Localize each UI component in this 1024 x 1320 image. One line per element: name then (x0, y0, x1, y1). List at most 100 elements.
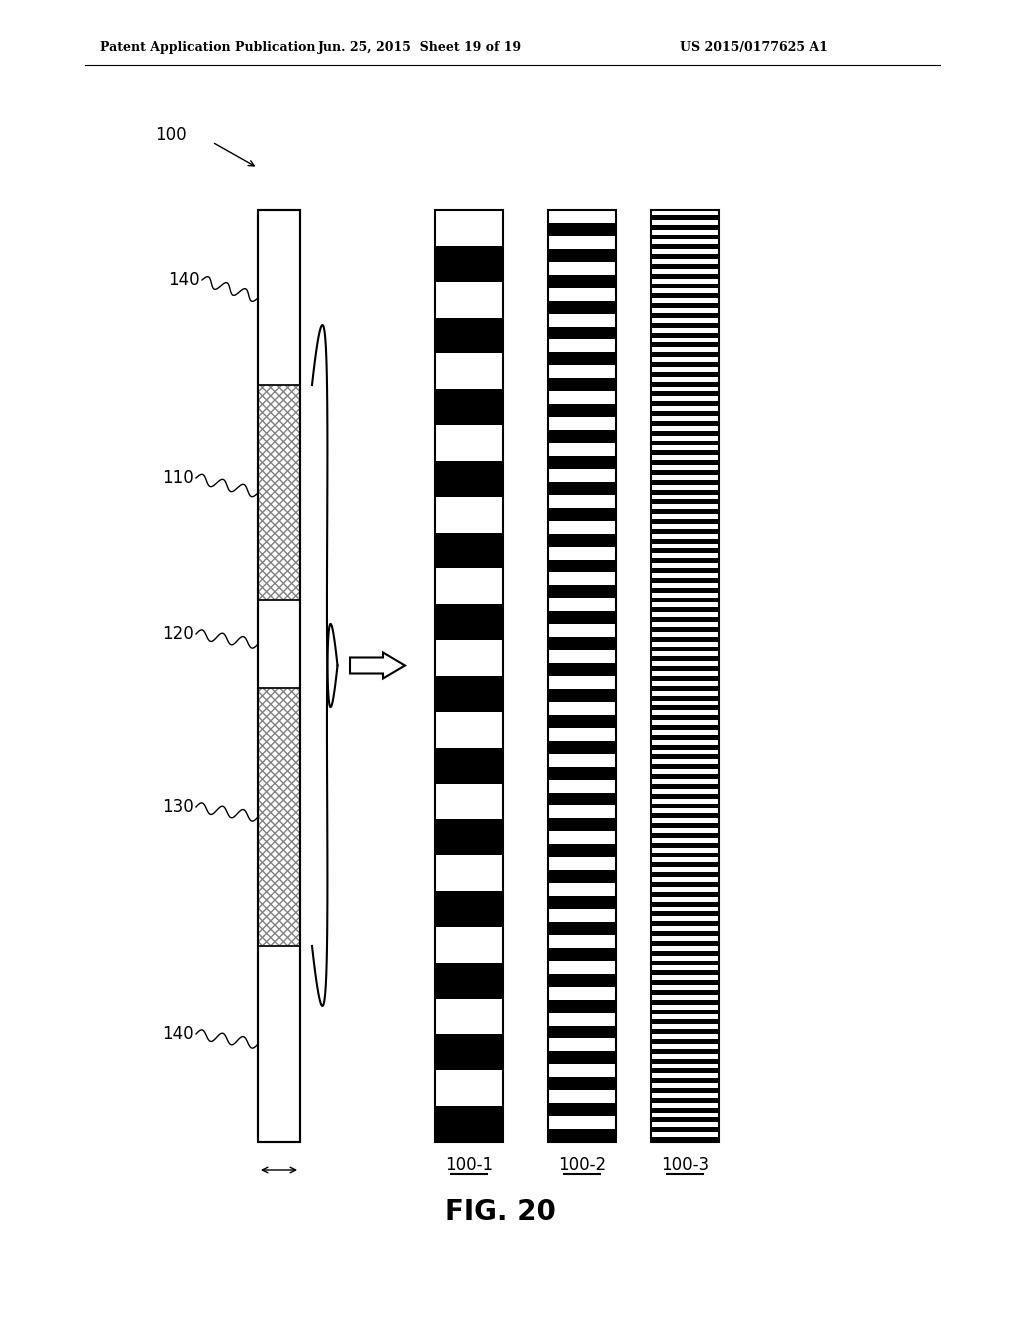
Bar (548, 469, 616, 482)
Bar (651, 495, 719, 499)
Bar (651, 652, 719, 656)
Bar (258, 385, 300, 601)
Bar (548, 288, 616, 301)
Bar (651, 916, 719, 921)
Bar (548, 883, 616, 896)
Bar (651, 705, 719, 710)
Text: 140: 140 (168, 271, 200, 289)
Bar (651, 549, 719, 553)
Bar (651, 1019, 719, 1024)
Bar (258, 688, 300, 946)
Bar (548, 1104, 616, 1117)
Bar (651, 269, 719, 273)
Bar (651, 627, 719, 632)
Text: 100: 100 (155, 125, 186, 144)
Bar (651, 808, 719, 813)
Bar (651, 681, 719, 686)
Bar (548, 986, 616, 999)
Bar (651, 553, 719, 558)
Bar (548, 249, 616, 261)
Bar (651, 774, 719, 779)
Bar (651, 985, 719, 990)
Bar (651, 558, 719, 564)
Bar (258, 210, 300, 1142)
Bar (548, 715, 616, 727)
Bar (651, 750, 719, 755)
Bar (651, 1093, 719, 1098)
Bar (651, 907, 719, 911)
Bar (548, 845, 616, 857)
Bar (548, 391, 616, 404)
Bar (651, 1078, 719, 1084)
Bar (651, 715, 719, 721)
Bar (651, 818, 719, 824)
Bar (548, 352, 616, 366)
Bar (651, 1034, 719, 1039)
Bar (651, 789, 719, 793)
Bar (548, 870, 616, 883)
Bar (548, 430, 616, 444)
Bar (651, 799, 719, 804)
Bar (548, 689, 616, 702)
Bar (651, 372, 719, 376)
Bar (651, 455, 719, 461)
Bar (548, 1012, 616, 1026)
Bar (435, 569, 503, 605)
Bar (548, 404, 616, 417)
Bar (651, 759, 719, 764)
Bar (548, 223, 616, 236)
Bar (651, 642, 719, 647)
Text: 100-2: 100-2 (558, 1156, 606, 1173)
Bar (651, 465, 719, 470)
Bar (651, 656, 719, 661)
Bar (651, 622, 719, 627)
Bar (651, 735, 719, 739)
Bar (435, 855, 503, 891)
Bar (651, 499, 719, 504)
Bar (548, 573, 616, 585)
Text: 140: 140 (162, 1026, 194, 1043)
Bar (548, 560, 616, 573)
Bar (651, 338, 719, 342)
Bar (651, 755, 719, 759)
Bar (651, 981, 719, 985)
Bar (651, 450, 719, 455)
Bar (651, 927, 719, 931)
Bar (651, 513, 719, 519)
Bar (435, 1035, 503, 1071)
Bar (651, 862, 719, 867)
Bar (651, 1049, 719, 1053)
Bar (651, 946, 719, 950)
Bar (651, 779, 719, 784)
Bar (651, 647, 719, 652)
Bar (651, 416, 719, 421)
Bar (548, 210, 616, 223)
Bar (435, 318, 503, 354)
Bar (651, 333, 719, 338)
Bar (651, 838, 719, 842)
Bar (651, 210, 719, 215)
Bar (651, 396, 719, 401)
Bar (651, 1098, 719, 1102)
Bar (651, 1118, 719, 1122)
Bar (651, 842, 719, 847)
Bar (651, 667, 719, 671)
Bar (435, 1071, 503, 1106)
Bar (651, 721, 719, 725)
Bar (435, 425, 503, 461)
Bar (651, 470, 719, 475)
Bar (651, 362, 719, 367)
Bar (548, 261, 616, 275)
Bar (651, 392, 719, 396)
Bar (435, 461, 503, 496)
Bar (651, 1039, 719, 1044)
Bar (548, 948, 616, 961)
Bar (651, 215, 719, 220)
Bar (651, 941, 719, 946)
Bar (651, 529, 719, 533)
Bar (548, 533, 616, 546)
Bar (435, 532, 503, 569)
Bar (651, 273, 719, 279)
Bar (651, 224, 719, 230)
Bar (548, 935, 616, 948)
